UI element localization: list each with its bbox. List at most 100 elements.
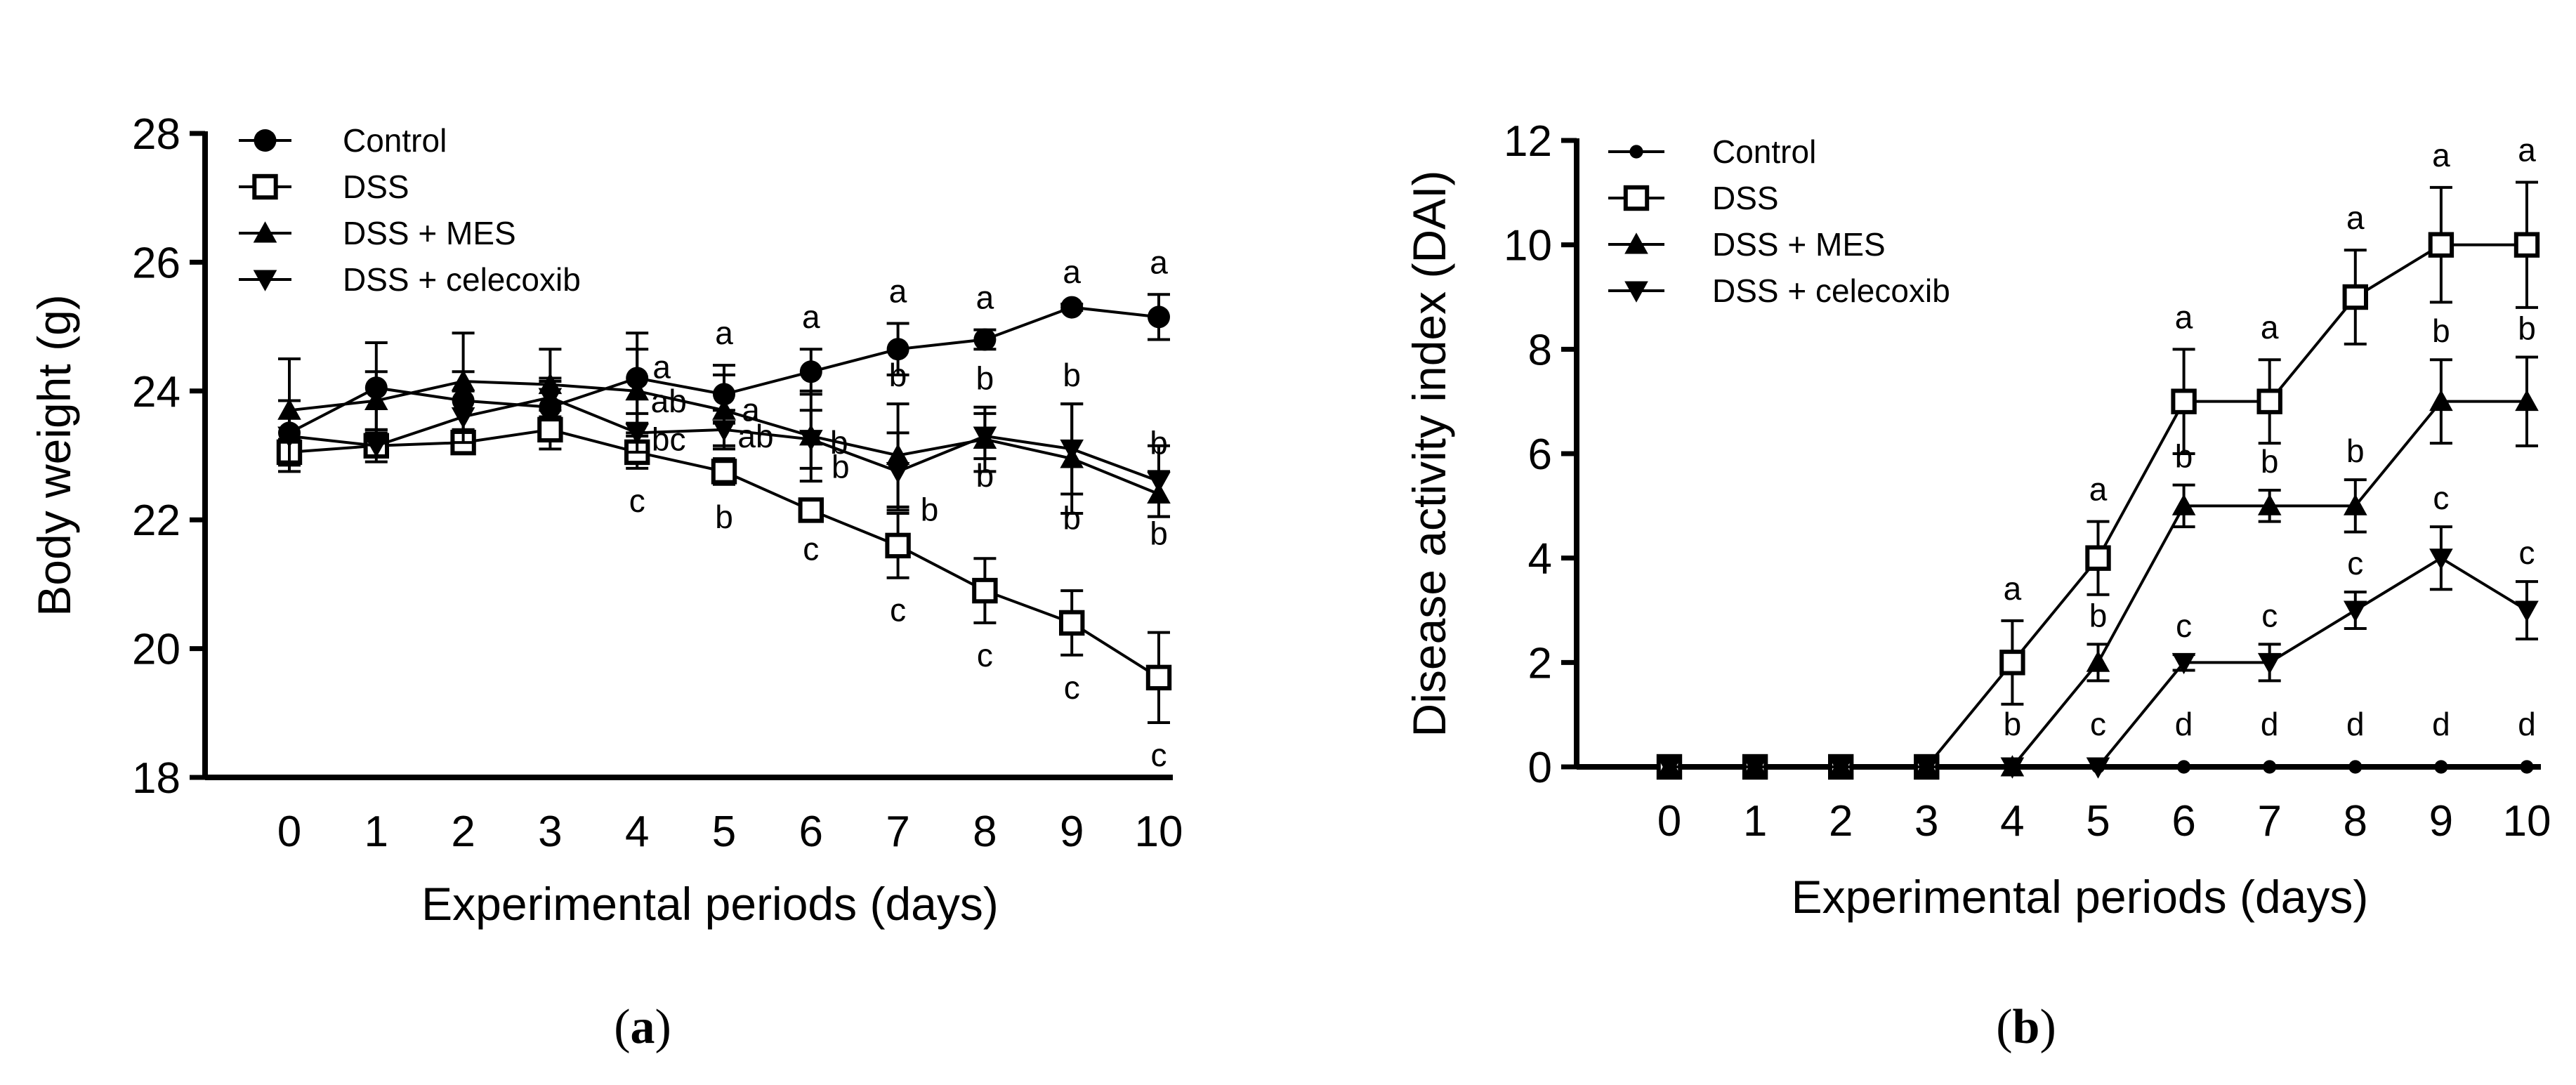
legend-label: DSS + celecoxib bbox=[343, 261, 581, 298]
legend-label: Control bbox=[1712, 133, 1816, 170]
y-tick-label: 24 bbox=[132, 368, 180, 416]
x-tick-label: 2 bbox=[1829, 797, 1853, 846]
data-point bbox=[972, 577, 998, 604]
data-point bbox=[451, 369, 475, 391]
significance-letter: d bbox=[2346, 706, 2365, 742]
data-point bbox=[625, 423, 649, 445]
data-point bbox=[2520, 760, 2534, 774]
x-tick-label: 5 bbox=[2086, 797, 2110, 846]
significance-letter: c bbox=[629, 482, 645, 519]
data-point bbox=[2000, 757, 2025, 779]
x-tick-label: 0 bbox=[277, 808, 301, 856]
significance-letter: b bbox=[830, 424, 848, 461]
significance-letter: b bbox=[715, 499, 733, 535]
x-tick-label: 5 bbox=[712, 808, 736, 856]
x-tick-label: 10 bbox=[2503, 797, 2551, 846]
significance-letter: b bbox=[2432, 313, 2450, 349]
panel-label: (b) bbox=[1996, 1000, 2056, 1054]
legend-label: DSS + celecoxib bbox=[1712, 272, 1950, 309]
significance-letter: a bbox=[715, 315, 733, 351]
significance-letter: a bbox=[1150, 244, 1168, 280]
data-point bbox=[451, 407, 475, 429]
data-point bbox=[2086, 757, 2110, 779]
significance-letter: a bbox=[2261, 309, 2279, 346]
significance-letter: ab bbox=[737, 418, 773, 454]
legend-marker bbox=[254, 129, 277, 152]
significance-letter: a bbox=[802, 298, 820, 335]
significance-letter: b bbox=[832, 449, 850, 485]
data-point bbox=[798, 497, 824, 523]
data-point bbox=[1060, 439, 1084, 461]
y-tick-label: 4 bbox=[1528, 535, 1552, 584]
data-point bbox=[2086, 650, 2110, 672]
data-point bbox=[1743, 757, 1767, 779]
y-axis-title: Disease activity index (DAI) bbox=[1403, 171, 1455, 737]
x-tick-label: 1 bbox=[1743, 797, 1767, 846]
x-tick-label: 9 bbox=[1060, 808, 1084, 856]
x-tick-label: 3 bbox=[538, 808, 562, 856]
significance-letter: c bbox=[2261, 597, 2278, 633]
y-tick-label: 26 bbox=[132, 239, 180, 287]
data-point bbox=[2256, 388, 2282, 414]
data-point bbox=[2171, 652, 2196, 675]
y-tick-label: 6 bbox=[1528, 430, 1552, 479]
data-point bbox=[2344, 600, 2367, 622]
significance-letter: c bbox=[2347, 545, 2363, 581]
significance-letter: bc bbox=[652, 421, 686, 457]
x-tick-label: 6 bbox=[2171, 797, 2195, 846]
data-point bbox=[1147, 471, 1171, 493]
significance-letter: b bbox=[1150, 515, 1168, 552]
legend-marker bbox=[1629, 145, 1643, 159]
significance-letter: d bbox=[2432, 706, 2450, 742]
data-point bbox=[537, 416, 563, 443]
legend-marker bbox=[1624, 232, 1648, 254]
legend-label: Control bbox=[343, 122, 447, 159]
significance-letter: a bbox=[889, 273, 907, 310]
data-point bbox=[277, 426, 301, 448]
legend-label: DSS + MES bbox=[1712, 226, 1886, 263]
significance-letter: a bbox=[2004, 570, 2022, 607]
legend-label: DSS bbox=[343, 169, 409, 205]
significance-letter: c bbox=[890, 592, 906, 629]
significance-letter: d bbox=[2175, 706, 2193, 742]
significance-letter: b bbox=[2004, 706, 2022, 742]
data-point bbox=[1829, 757, 1853, 779]
y-tick-label: 18 bbox=[132, 754, 180, 803]
significance-letter: c bbox=[1064, 669, 1080, 706]
significance-letter: b bbox=[2089, 597, 2108, 633]
legend-marker bbox=[252, 173, 278, 200]
data-point bbox=[2434, 760, 2448, 774]
significance-letter: c bbox=[2176, 607, 2192, 644]
significance-letter: c bbox=[2519, 534, 2535, 571]
significance-letter: a bbox=[2089, 471, 2108, 508]
significance-letter: b bbox=[2518, 310, 2536, 346]
data-point bbox=[886, 461, 910, 484]
legend-marker bbox=[253, 221, 277, 243]
significance-letter: c bbox=[2433, 480, 2449, 516]
y-tick-label: 10 bbox=[1504, 222, 1552, 270]
data-point bbox=[973, 426, 997, 448]
significance-letter: a bbox=[2346, 199, 2365, 236]
legend-marker bbox=[253, 270, 277, 291]
data-point bbox=[2257, 494, 2282, 515]
x-axis-title: Experimental periods (days) bbox=[421, 878, 999, 930]
data-point bbox=[2513, 232, 2540, 258]
significance-letter: c bbox=[2090, 706, 2106, 742]
x-tick-label: 2 bbox=[451, 808, 475, 856]
significance-letter: b bbox=[2175, 438, 2193, 475]
data-point bbox=[799, 360, 822, 383]
x-tick-label: 10 bbox=[1135, 808, 1183, 856]
data-point bbox=[712, 420, 736, 442]
y-tick-label: 2 bbox=[1528, 639, 1552, 688]
y-tick-label: 22 bbox=[132, 497, 180, 545]
significance-letter: a bbox=[1063, 254, 1081, 290]
data-point bbox=[2515, 389, 2539, 412]
legend-label: DSS + MES bbox=[343, 215, 516, 251]
data-point bbox=[1999, 650, 2025, 676]
x-tick-label: 3 bbox=[1914, 797, 1938, 846]
significance-letter: a bbox=[742, 391, 760, 428]
data-point bbox=[2171, 494, 2196, 515]
significance-letter: a bbox=[976, 280, 994, 316]
significance-letter: b bbox=[889, 357, 907, 393]
